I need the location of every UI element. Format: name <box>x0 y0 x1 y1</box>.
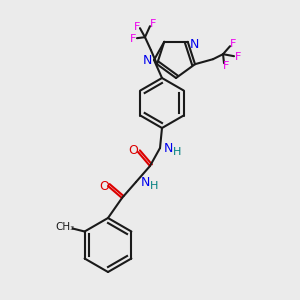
Text: N: N <box>141 176 150 188</box>
Text: F: F <box>134 22 140 32</box>
Text: CH₃: CH₃ <box>55 221 74 232</box>
Text: F: F <box>223 61 229 71</box>
Text: F: F <box>230 39 236 49</box>
Text: O: O <box>128 145 138 158</box>
Text: H: H <box>150 181 158 191</box>
Text: F: F <box>130 34 136 44</box>
Text: F: F <box>235 52 241 62</box>
Text: F: F <box>150 19 156 29</box>
Text: N: N <box>164 142 173 154</box>
Text: N: N <box>142 55 152 68</box>
Text: H: H <box>173 147 182 157</box>
Text: N: N <box>190 38 200 51</box>
Text: O: O <box>99 179 109 193</box>
